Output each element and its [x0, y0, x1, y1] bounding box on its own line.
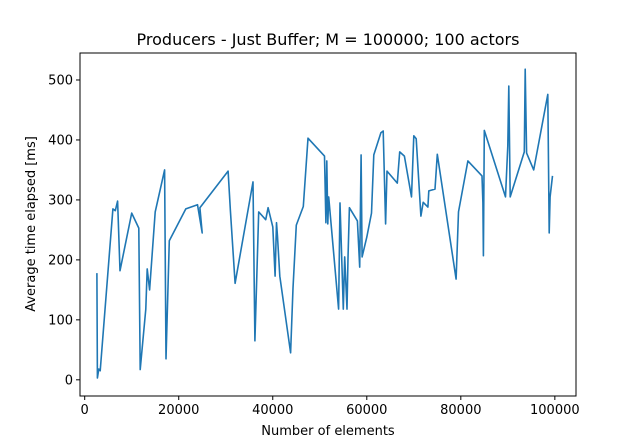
y-axis-label: Average time elapsed [ms]: [24, 136, 39, 312]
plot-area: [96, 68, 554, 379]
x-tick-label: 0: [81, 403, 89, 418]
y-tick-label: 500: [48, 73, 73, 88]
x-axis-label: Number of elements: [261, 424, 395, 439]
y-tick-label: 100: [48, 313, 73, 328]
axes-frame: [79, 52, 577, 397]
x-tick-label: 60000: [346, 403, 387, 418]
x-tick-label: 20000: [158, 403, 199, 418]
series-line: [96, 68, 554, 379]
x-axis: 0 20000 40000 60000 80000 100000: [81, 396, 580, 418]
chart-title: Producers - Just Buffer; M = 100000; 100…: [137, 30, 520, 49]
x-tick-label: 80000: [440, 403, 481, 418]
y-tick-label: 400: [48, 133, 73, 148]
y-tick-label: 300: [48, 193, 73, 208]
y-tick-label: 200: [48, 253, 73, 268]
x-tick-label: 40000: [252, 403, 293, 418]
y-tick-label: 0: [65, 373, 73, 388]
y-axis: 0 100 200 300 400 500: [48, 73, 80, 388]
x-tick-label: 100000: [530, 403, 580, 418]
